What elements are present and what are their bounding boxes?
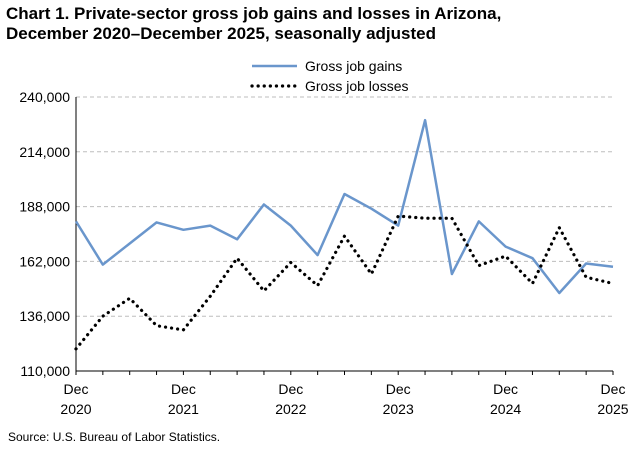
x-tick-label: Dec: [386, 381, 411, 397]
x-tick-label: 2024: [490, 401, 521, 417]
axes: 110,000 136,000 162,000 188,000 214,000 240,0…: [19, 89, 628, 417]
y-tick-label: 188,000: [19, 199, 70, 215]
y-tick-label: 136,000: [19, 308, 70, 324]
series-line-gross-job-gains: [74, 118, 614, 295]
legend-label: Gross job gains: [305, 58, 402, 74]
x-tick-label: Dec: [278, 381, 303, 397]
series-lines: [74, 118, 615, 351]
gridlines: [76, 96, 613, 317]
legend-label: Gross job losses: [305, 78, 408, 94]
source-note: Source: U.S. Bureau of Labor Statistics.: [8, 430, 221, 444]
y-tick-label: 110,000: [20, 363, 70, 379]
chart-title-line1: Chart 1. Private-sector gross job gains …: [6, 4, 502, 23]
y-tick-label: 162,000: [19, 253, 70, 269]
chart-title: Chart 1. Private-sector gross job gains …: [6, 4, 501, 44]
y-tick-label: 214,000: [19, 144, 70, 160]
x-tick-label: 2020: [60, 401, 91, 417]
x-tick-label: 2025: [597, 401, 628, 417]
x-tick-label: Dec: [64, 381, 89, 397]
legend: Gross job gains Gross job losses: [250, 58, 408, 94]
chart-title-line2: December 2020–December 2025, seasonally …: [6, 24, 436, 43]
x-tick-label: Dec: [493, 381, 518, 397]
x-tick-label: 2022: [275, 401, 306, 417]
series-line-gross-job-losses: [74, 214, 615, 351]
x-tick-label: Dec: [601, 381, 626, 397]
x-tick-label: 2021: [168, 401, 199, 417]
x-tick-label: Dec: [171, 381, 196, 397]
y-tick-label: 240,000: [19, 89, 70, 105]
x-tick-label: 2023: [383, 401, 414, 417]
